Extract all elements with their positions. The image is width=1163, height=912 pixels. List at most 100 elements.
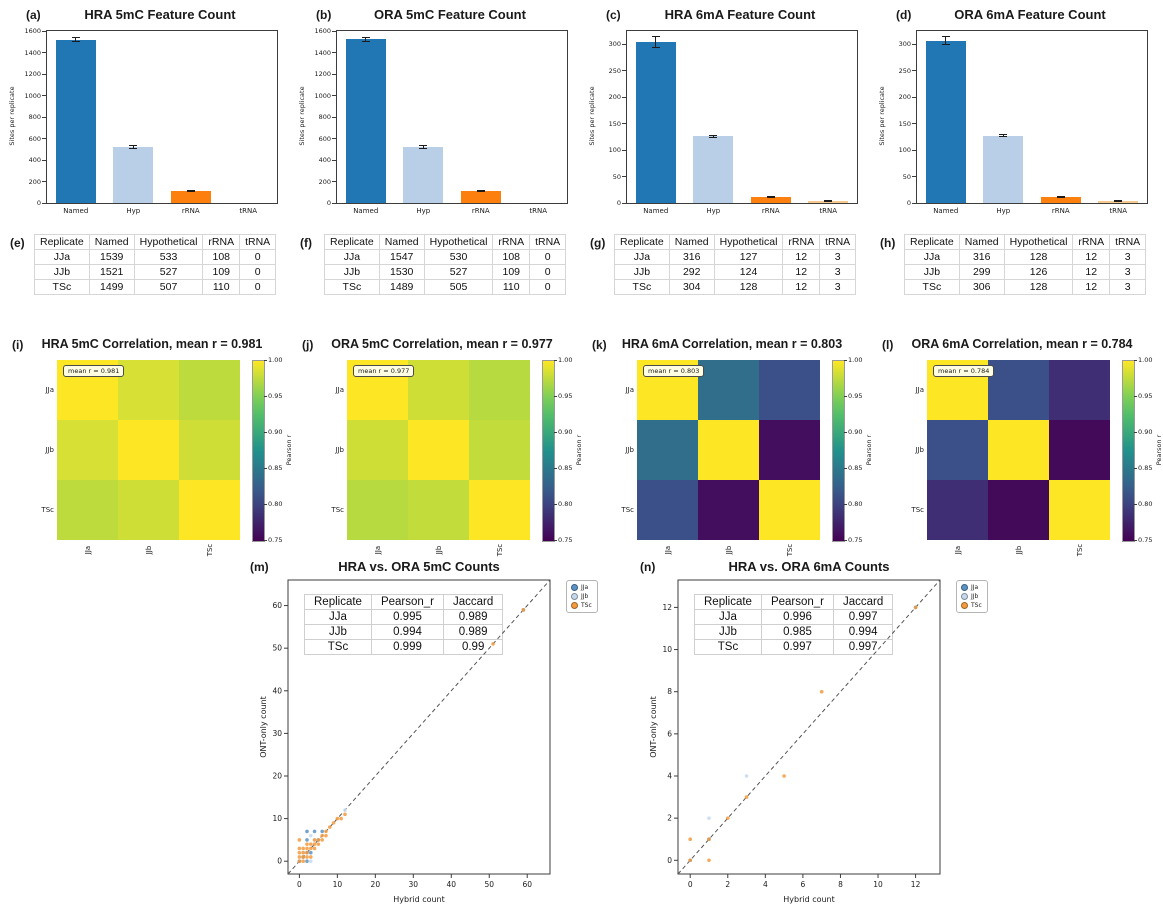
error-bar-cap [186,190,195,192]
legend-entry-JJb: JJb [961,592,982,601]
y-tick [332,138,336,139]
y-tick-label: 20 [272,772,282,781]
column-header: tRNA [529,234,567,250]
data-point-TSc [335,816,340,821]
heatmap-row-label: JJa [335,386,344,394]
column-header: rRNA [782,234,821,250]
stats-row: JJb 0.985 0.994 [694,624,894,640]
panel-j: (j) ORA 5mC Correlation, mean r = 0.977 … [290,332,583,566]
column-header: rRNA [492,234,531,250]
data-point-TSc [305,850,309,855]
jja-marker-icon [571,584,578,591]
x-tick-label: 2 [725,880,730,889]
error-bar-cap [941,44,950,46]
error-bar [712,135,714,138]
data-point-TSc [491,642,495,646]
x-tick-label: 30 [409,880,419,889]
data-point-TSc [819,689,824,694]
panel-k: (k) HRA 6mA Correlation, mean r = 0.803 … [580,332,873,566]
data-point-TSc [301,850,305,855]
chart-title-b: ORA 5mC Feature Count [374,7,526,22]
y-tick-label: 400 [28,156,41,164]
x-tick-label: Named [643,207,669,215]
y-tick-label: 40 [272,686,282,695]
y-tick [622,176,626,178]
table-cell: 108 [492,249,531,265]
stats-table-n: Replicate Pearson_r Jaccard JJa 0.996 0.997 JJ… [694,594,894,655]
table-cell: 127 [713,249,784,265]
identity-line [287,579,551,875]
data-point-TSc [744,795,749,799]
panel-n: (n) HRA vs. ORA 6mA Counts Replicate Pear… [638,558,1014,910]
chart-title-d: ORA 6mA Feature Count [954,7,1106,22]
y-tick [332,73,336,75]
mean-r-annotation-l: mean r = 0.784 [933,365,995,377]
heatmap-cell-JJa-TSc [759,360,820,420]
y-tick [912,202,916,204]
replicate-row: JJb 1521 527 109 0 [34,264,277,280]
heatmap-cell-JJa-JJb [698,360,759,420]
y-tick [332,116,336,118]
table-cell: 0.985 [760,624,835,640]
y-tick-label: 1400 [314,48,331,57]
colorbar-tick [264,503,267,505]
y-tick-label: 200 [608,93,621,102]
data-point-TSc [343,812,347,817]
y-tick-label: 200 [318,177,331,186]
table-cell: 505 [423,279,494,295]
colorbar-tick [844,467,847,469]
colorbar-tick-label: 1.00 [558,356,573,364]
colorbar-tick [264,359,267,361]
data-point-TSc [305,842,309,846]
y-tick [622,70,626,72]
panel-m: (m) HRA vs. ORA 5mC Counts Replicate Pear… [248,558,624,910]
colorbar-tick [554,431,557,433]
y-tick [622,149,626,151]
table-cell: 0.995 [370,609,445,625]
heatmap-title-j: ORA 5mC Correlation, mean r = 0.977 [331,337,553,351]
table-cell: 1489 [378,279,425,295]
y-tick-label: 2 [667,814,672,823]
chart-title-a: HRA 5mC Feature Count [84,7,236,22]
colorbar-tick [1134,395,1137,397]
y-tick-label: 250 [608,66,621,75]
error-bar-cap [709,136,718,138]
table-cell: 306 [958,279,1005,295]
table-cell: 109 [492,264,531,280]
heatmap-col-label: JJb [434,545,443,555]
data-point-TSc [308,846,313,851]
header-row: Replicate Pearson_r Jaccard [304,594,504,610]
heatmap-col-label: JJa [663,545,672,555]
colorbar-tick [264,395,267,397]
bar-named [345,39,386,203]
bar-chart-row: (a) HRA 5mC Feature Count Sites per repl… [0,2,1163,226]
data-point-TSc [327,825,332,829]
colorbar-tick [1134,359,1137,361]
colorbar-tick-label: 1.00 [268,356,283,364]
bar-rrna [750,196,791,203]
y-tick-label: 50 [612,172,621,181]
y-axis-label: ONT-only count [259,696,268,758]
error-bar-cap [824,200,833,202]
heatmap-col-label: TSc [205,543,214,557]
heatmap-col-label: TSc [1075,543,1084,557]
error-bar [1002,134,1004,137]
heatmap-col-label: JJb [724,545,733,555]
heatmap-cell-JJa-TSc [179,360,240,420]
heatmap-col-label: JJa [373,545,382,555]
y-tick [332,159,336,161]
x-tick-label: Hyp [416,207,431,215]
column-header: Named [88,234,135,250]
table-cell: 0 [239,249,277,265]
colorbar-tick [1134,503,1137,505]
replicate-row: JJa 1547 530 108 0 [324,249,567,265]
y-tick [42,138,46,139]
panel-h: (h) Replicate Named Hypothetical rRNA tRNA JJ… [870,228,1160,306]
legend-label: TSc [581,602,592,609]
heatmap-cell-JJb-JJa [57,420,118,480]
x-tick-label: 60 [522,880,532,889]
heatmap-row-label: TSc [331,506,344,514]
x-tick-label: Named [933,207,959,215]
jjb-marker-icon [571,593,578,600]
heatmap-col-label: JJb [1014,545,1023,555]
